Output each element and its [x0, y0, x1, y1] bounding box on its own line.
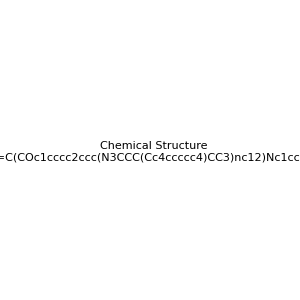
Text: Chemical Structure
O=C(COc1cccc2ccc(N3CCC(Cc4ccccc4)CC3)nc12)Nc1ccc2c: Chemical Structure O=C(COc1cccc2ccc(N3CC… [0, 141, 300, 162]
